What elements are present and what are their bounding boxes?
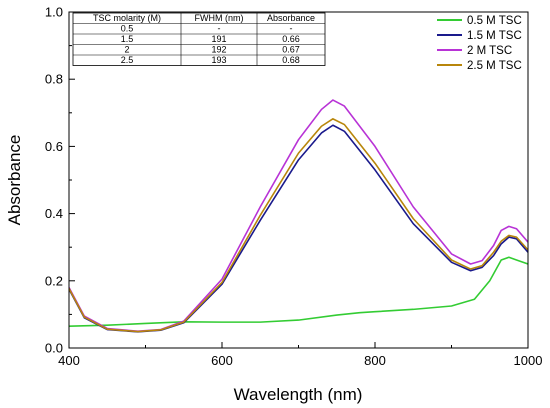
series-layer — [69, 99, 528, 333]
legend-label: 1.5 M TSC — [467, 30, 522, 42]
x-tick-label: 800 — [364, 353, 386, 368]
series-line-0-5-m-tsc — [69, 256, 528, 327]
table-cell: 193 — [211, 55, 226, 65]
y-tick-label: 0.0 — [45, 341, 63, 356]
table-cell: 0.66 — [282, 34, 300, 44]
table-cell: 0.68 — [282, 55, 300, 65]
x-tick-label: 1000 — [514, 353, 543, 368]
y-axis-title: Absorbance — [5, 135, 24, 226]
legend-label: 2 M TSC — [467, 45, 512, 57]
ticks-layer: 400 600 800 1000 0.0 0.2 0.4 0.6 0.8 1.0 — [45, 5, 543, 369]
legend-label: 2.5 M TSC — [467, 60, 522, 72]
table-cell: 192 — [211, 45, 226, 55]
table-cell: 0.67 — [282, 45, 300, 55]
legend: 0.5 M TSC 1.5 M TSC 2 M TSC 2.5 M TSC — [437, 15, 522, 72]
y-tick-label: 0.2 — [45, 273, 63, 288]
table-cell: - — [218, 24, 221, 34]
y-tick-label: 0.8 — [45, 72, 63, 87]
table-cell: 1.5 — [121, 34, 134, 44]
table-border — [72, 12, 326, 66]
data-table: TSC molarity (M) FWHM (nm) Absorbance 0.5 - -… — [72, 12, 326, 66]
table-cell: 0.5 — [121, 24, 134, 34]
y-tick-label: 1.0 — [45, 5, 63, 20]
x-tick-label: 600 — [211, 353, 233, 368]
x-axis-title: Wavelength (nm) — [234, 385, 363, 404]
y-tick-label: 0.4 — [45, 206, 63, 221]
series-line-2-5-m-tsc — [69, 118, 528, 333]
series-line-1-5-m-tsc — [69, 124, 528, 333]
table-header-cell: FWHM (nm) — [195, 13, 244, 23]
table-header-cell: TSC molarity (M) — [93, 13, 161, 23]
table-cell: 2 — [124, 45, 129, 55]
x-tick-label: 400 — [58, 353, 80, 368]
legend-label: 0.5 M TSC — [467, 15, 522, 27]
y-tick-label: 0.6 — [45, 139, 63, 154]
table-cell: 191 — [211, 34, 226, 44]
table-header-cell: Absorbance — [267, 13, 315, 23]
series-line-2-m-tsc — [69, 99, 528, 332]
table-cell: 2.5 — [121, 55, 134, 65]
table-cell: - — [290, 24, 293, 34]
